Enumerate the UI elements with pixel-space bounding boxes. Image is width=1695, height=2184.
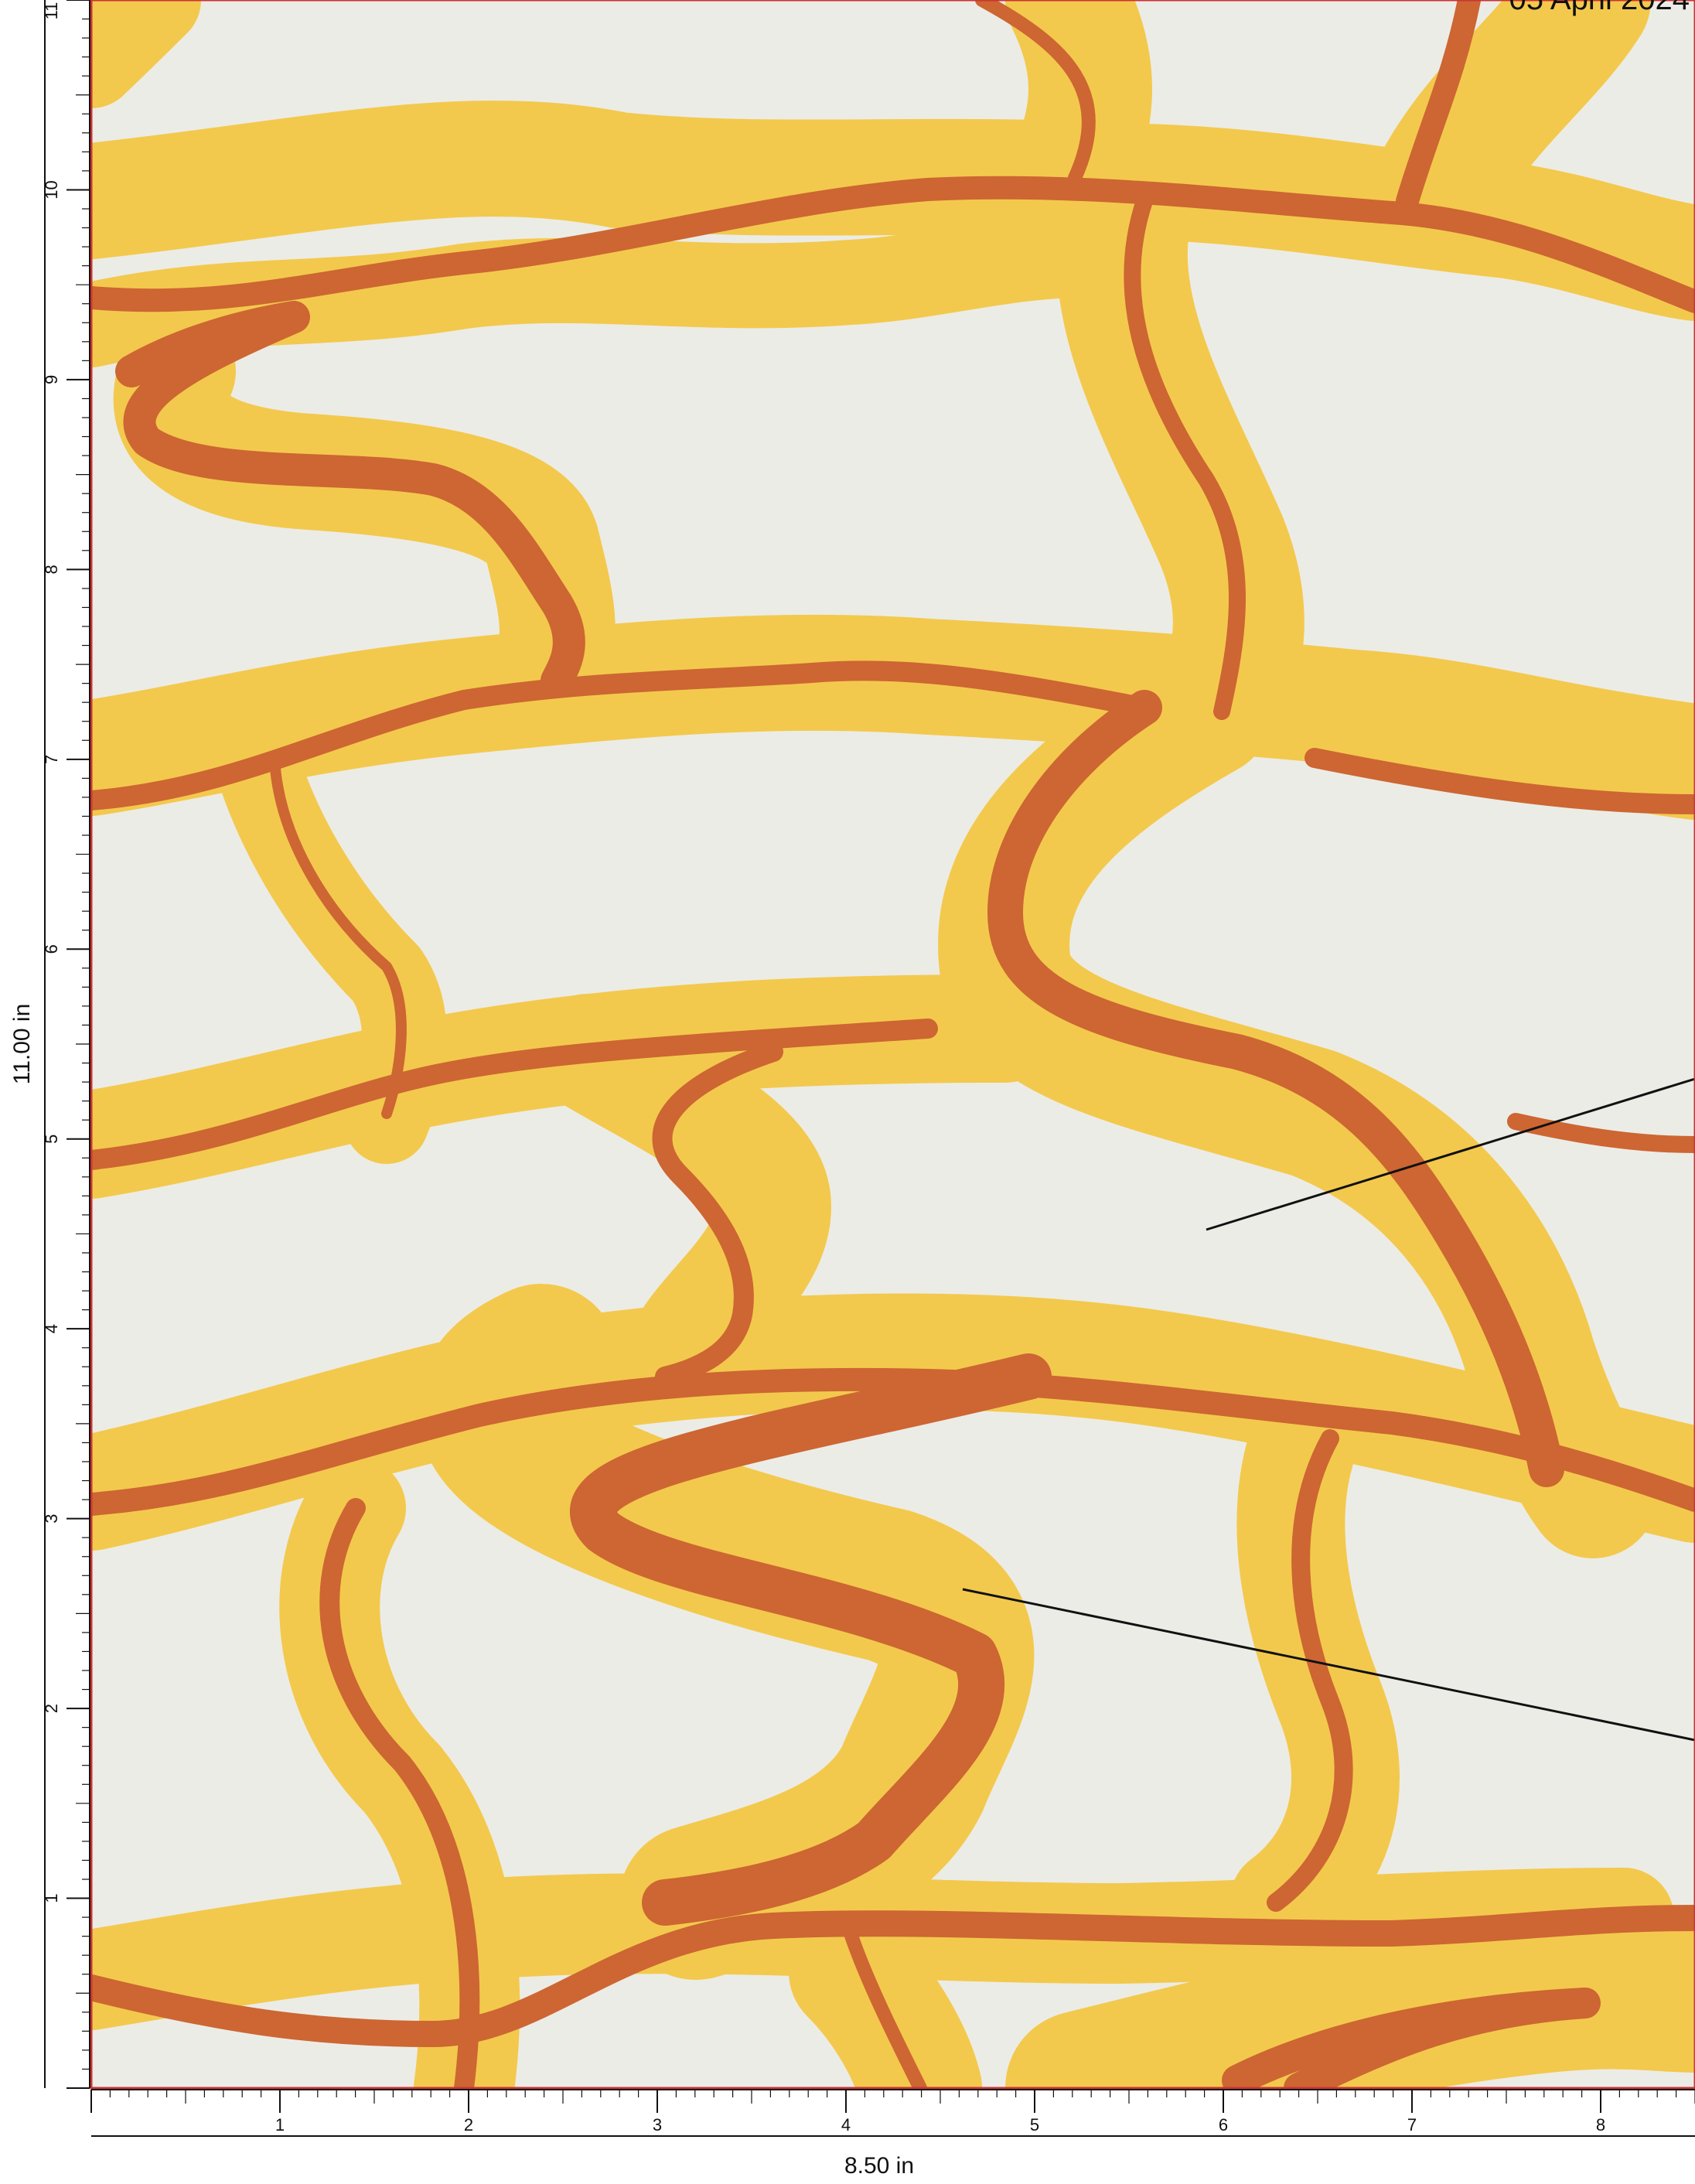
page-frame — [90, 0, 1695, 2090]
section-line — [1206, 1077, 1695, 1231]
y-tick-label: 7 — [42, 755, 61, 764]
channel-path — [1124, 193, 1246, 720]
channel-path — [319, 1498, 480, 2088]
y-tick-label: 1 — [42, 1893, 61, 1902]
channel-path — [91, 1905, 1695, 2047]
x-tick-label: 2 — [464, 2115, 473, 2135]
x-tick-label: 8 — [1596, 2115, 1605, 2135]
page-height-label: 11.00 in — [9, 1004, 35, 1085]
channel-path — [1305, 748, 1695, 814]
channel-path — [91, 1019, 938, 1170]
x-tick-label: 1 — [275, 2115, 285, 2135]
channel-path — [1396, 0, 1481, 213]
y-tick-label: 3 — [42, 1514, 61, 1524]
page-width-label: 8.50 in — [844, 2153, 914, 2179]
channel-path — [115, 301, 585, 697]
channel-layer — [91, 0, 1695, 2088]
halo-band — [1365, 0, 1651, 267]
x-tick-label: 4 — [841, 2115, 851, 2135]
print-date: 05 April 2024 — [1509, 0, 1690, 16]
channel-path — [1267, 1429, 1353, 1912]
x-tick-label: 6 — [1219, 2115, 1228, 2135]
y-tick-label: 5 — [42, 1135, 61, 1144]
halo-band — [91, 0, 201, 108]
x-tick-label: 5 — [1030, 2115, 1039, 2135]
section-lines — [962, 1077, 1695, 1742]
y-tick-label: 8 — [42, 565, 61, 574]
y-tick-label: 9 — [42, 375, 61, 384]
channel-path — [1222, 1988, 1601, 2088]
y-tick-label: 11 — [42, 2, 61, 20]
x-tick-label: 7 — [1407, 2115, 1417, 2135]
x-tick-label: 3 — [653, 2115, 662, 2135]
channel-path — [269, 752, 407, 1119]
left-ruler — [44, 0, 90, 2089]
y-tick-label: 6 — [42, 944, 61, 954]
channel-path — [975, 0, 1096, 185]
y-tick-label: 10 — [42, 180, 61, 199]
y-tick-label: 2 — [42, 1704, 61, 1713]
channel-path — [844, 1926, 927, 2088]
channel-path — [652, 1042, 783, 1387]
channel-path — [987, 690, 1564, 1487]
halo-band — [530, 994, 831, 1419]
section-line — [962, 1588, 1695, 1742]
bottom-ruler — [90, 2089, 1695, 2137]
channel-path — [91, 176, 1695, 313]
y-tick-label: 4 — [42, 1324, 61, 1333]
channel-path — [570, 1353, 1052, 1926]
